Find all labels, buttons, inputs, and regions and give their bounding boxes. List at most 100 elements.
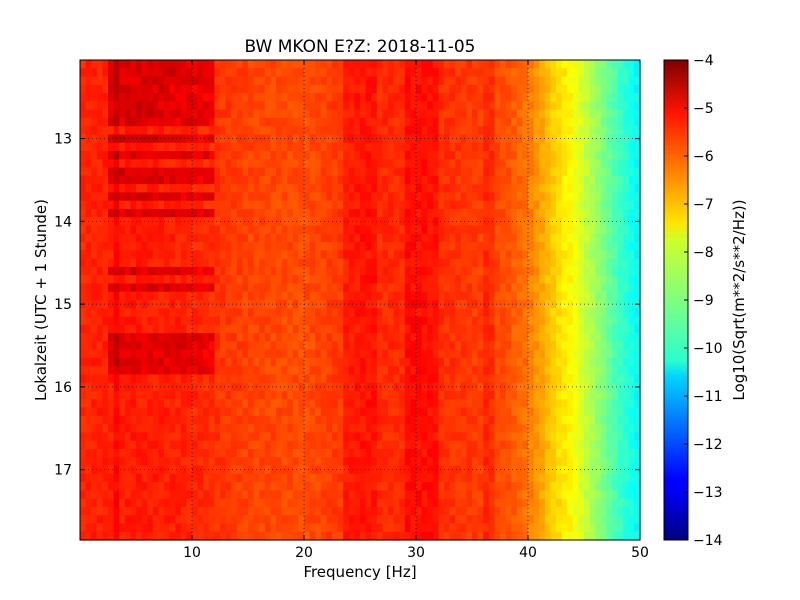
heatmap-cell <box>388 68 395 78</box>
heatmap-cell <box>169 60 176 69</box>
heatmap-cell <box>113 151 120 160</box>
heatmap-cell <box>561 324 568 334</box>
heatmap-cell <box>404 399 411 409</box>
heatmap-cell <box>399 68 406 78</box>
heatmap-cell <box>617 333 624 342</box>
heatmap-cell <box>539 391 546 400</box>
heatmap-cell <box>516 407 523 417</box>
heatmap-cell <box>628 250 635 260</box>
heatmap-cell <box>388 250 395 260</box>
heatmap-cell <box>539 184 546 194</box>
heatmap-cell <box>259 291 266 301</box>
heatmap-cell <box>130 109 137 119</box>
heatmap-cell <box>500 258 507 268</box>
heatmap-cell <box>214 308 221 318</box>
heatmap-cell <box>192 225 199 235</box>
heatmap-cell <box>634 225 641 235</box>
heatmap-cell <box>404 84 411 94</box>
heatmap-cell <box>500 424 507 434</box>
heatmap-cell <box>147 291 154 301</box>
heatmap-cell <box>326 275 333 285</box>
heatmap-cell <box>248 134 255 144</box>
heatmap-cell <box>544 324 551 334</box>
heatmap-cell <box>130 266 137 276</box>
heatmap-cell <box>214 258 221 268</box>
heatmap-cell <box>102 233 109 243</box>
heatmap-cell <box>578 407 585 417</box>
heatmap-cell <box>584 117 591 127</box>
heatmap-cell <box>382 208 389 218</box>
heatmap-cell <box>533 357 540 367</box>
heatmap-cell <box>438 424 445 434</box>
heatmap-cell <box>164 192 171 202</box>
heatmap-cell <box>169 357 176 367</box>
heatmap-cell <box>96 366 103 376</box>
heatmap-cell <box>236 217 243 227</box>
heatmap-cell <box>197 101 204 111</box>
heatmap-cell <box>80 192 87 202</box>
heatmap-cell <box>544 366 551 376</box>
heatmap-cell <box>606 192 613 202</box>
heatmap-cell <box>203 399 210 409</box>
heatmap-cell <box>494 382 501 392</box>
heatmap-cell <box>220 217 227 227</box>
heatmap-cell <box>416 151 423 160</box>
heatmap-cell <box>567 316 574 326</box>
heatmap-cell <box>556 415 563 425</box>
heatmap-cell <box>332 233 339 243</box>
heatmap-cell <box>180 208 187 218</box>
heatmap-cell <box>119 457 126 467</box>
heatmap-cell <box>96 399 103 409</box>
heatmap-cell <box>488 382 495 392</box>
heatmap-cell <box>634 126 641 136</box>
heatmap-cell <box>550 415 557 425</box>
heatmap-cell <box>141 399 148 409</box>
heatmap-cell <box>634 424 641 434</box>
heatmap-cell <box>382 101 389 111</box>
heatmap-cell <box>208 233 215 243</box>
heatmap-cell <box>634 374 641 384</box>
heatmap-cell <box>595 465 602 475</box>
heatmap-cell <box>494 175 501 185</box>
heatmap-cell <box>264 283 271 293</box>
heatmap-cell <box>488 324 495 334</box>
heatmap-cell <box>175 399 182 409</box>
heatmap-cell <box>589 200 596 210</box>
heatmap-cell <box>264 192 271 202</box>
heatmap-cell <box>578 192 585 202</box>
heatmap-cell <box>360 233 367 243</box>
heatmap-cell <box>264 60 271 69</box>
heatmap-cell <box>371 300 378 309</box>
heatmap-cell <box>332 175 339 185</box>
heatmap-cell <box>175 333 182 342</box>
heatmap-cell <box>505 283 512 293</box>
heatmap-cell <box>253 117 260 127</box>
heatmap-cell <box>365 308 372 318</box>
heatmap-cell <box>298 316 305 326</box>
heatmap-cell <box>225 76 232 86</box>
heatmap-cell <box>231 391 238 400</box>
heatmap-cell <box>102 266 109 276</box>
heatmap-cell <box>231 250 238 260</box>
heatmap-cell <box>466 324 473 334</box>
heatmap-cell <box>584 192 591 202</box>
heatmap-cell <box>192 208 199 218</box>
heatmap-cell <box>281 374 288 384</box>
heatmap-cell <box>623 374 630 384</box>
heatmap-cell <box>550 432 557 442</box>
heatmap-cell <box>220 341 227 351</box>
heatmap-cell <box>382 399 389 409</box>
heatmap-cell <box>337 341 344 351</box>
heatmap-cell <box>584 275 591 285</box>
heatmap-cell <box>460 308 467 318</box>
heatmap-cell <box>113 341 120 351</box>
heatmap-cell <box>141 457 148 467</box>
heatmap-cell <box>505 151 512 160</box>
heatmap-cell <box>444 349 451 359</box>
heatmap-cell <box>617 399 624 409</box>
heatmap-cell <box>505 341 512 351</box>
heatmap-cell <box>404 457 411 467</box>
heatmap-cell <box>572 291 579 301</box>
heatmap-cell <box>315 84 322 94</box>
heatmap-cell <box>208 382 215 392</box>
